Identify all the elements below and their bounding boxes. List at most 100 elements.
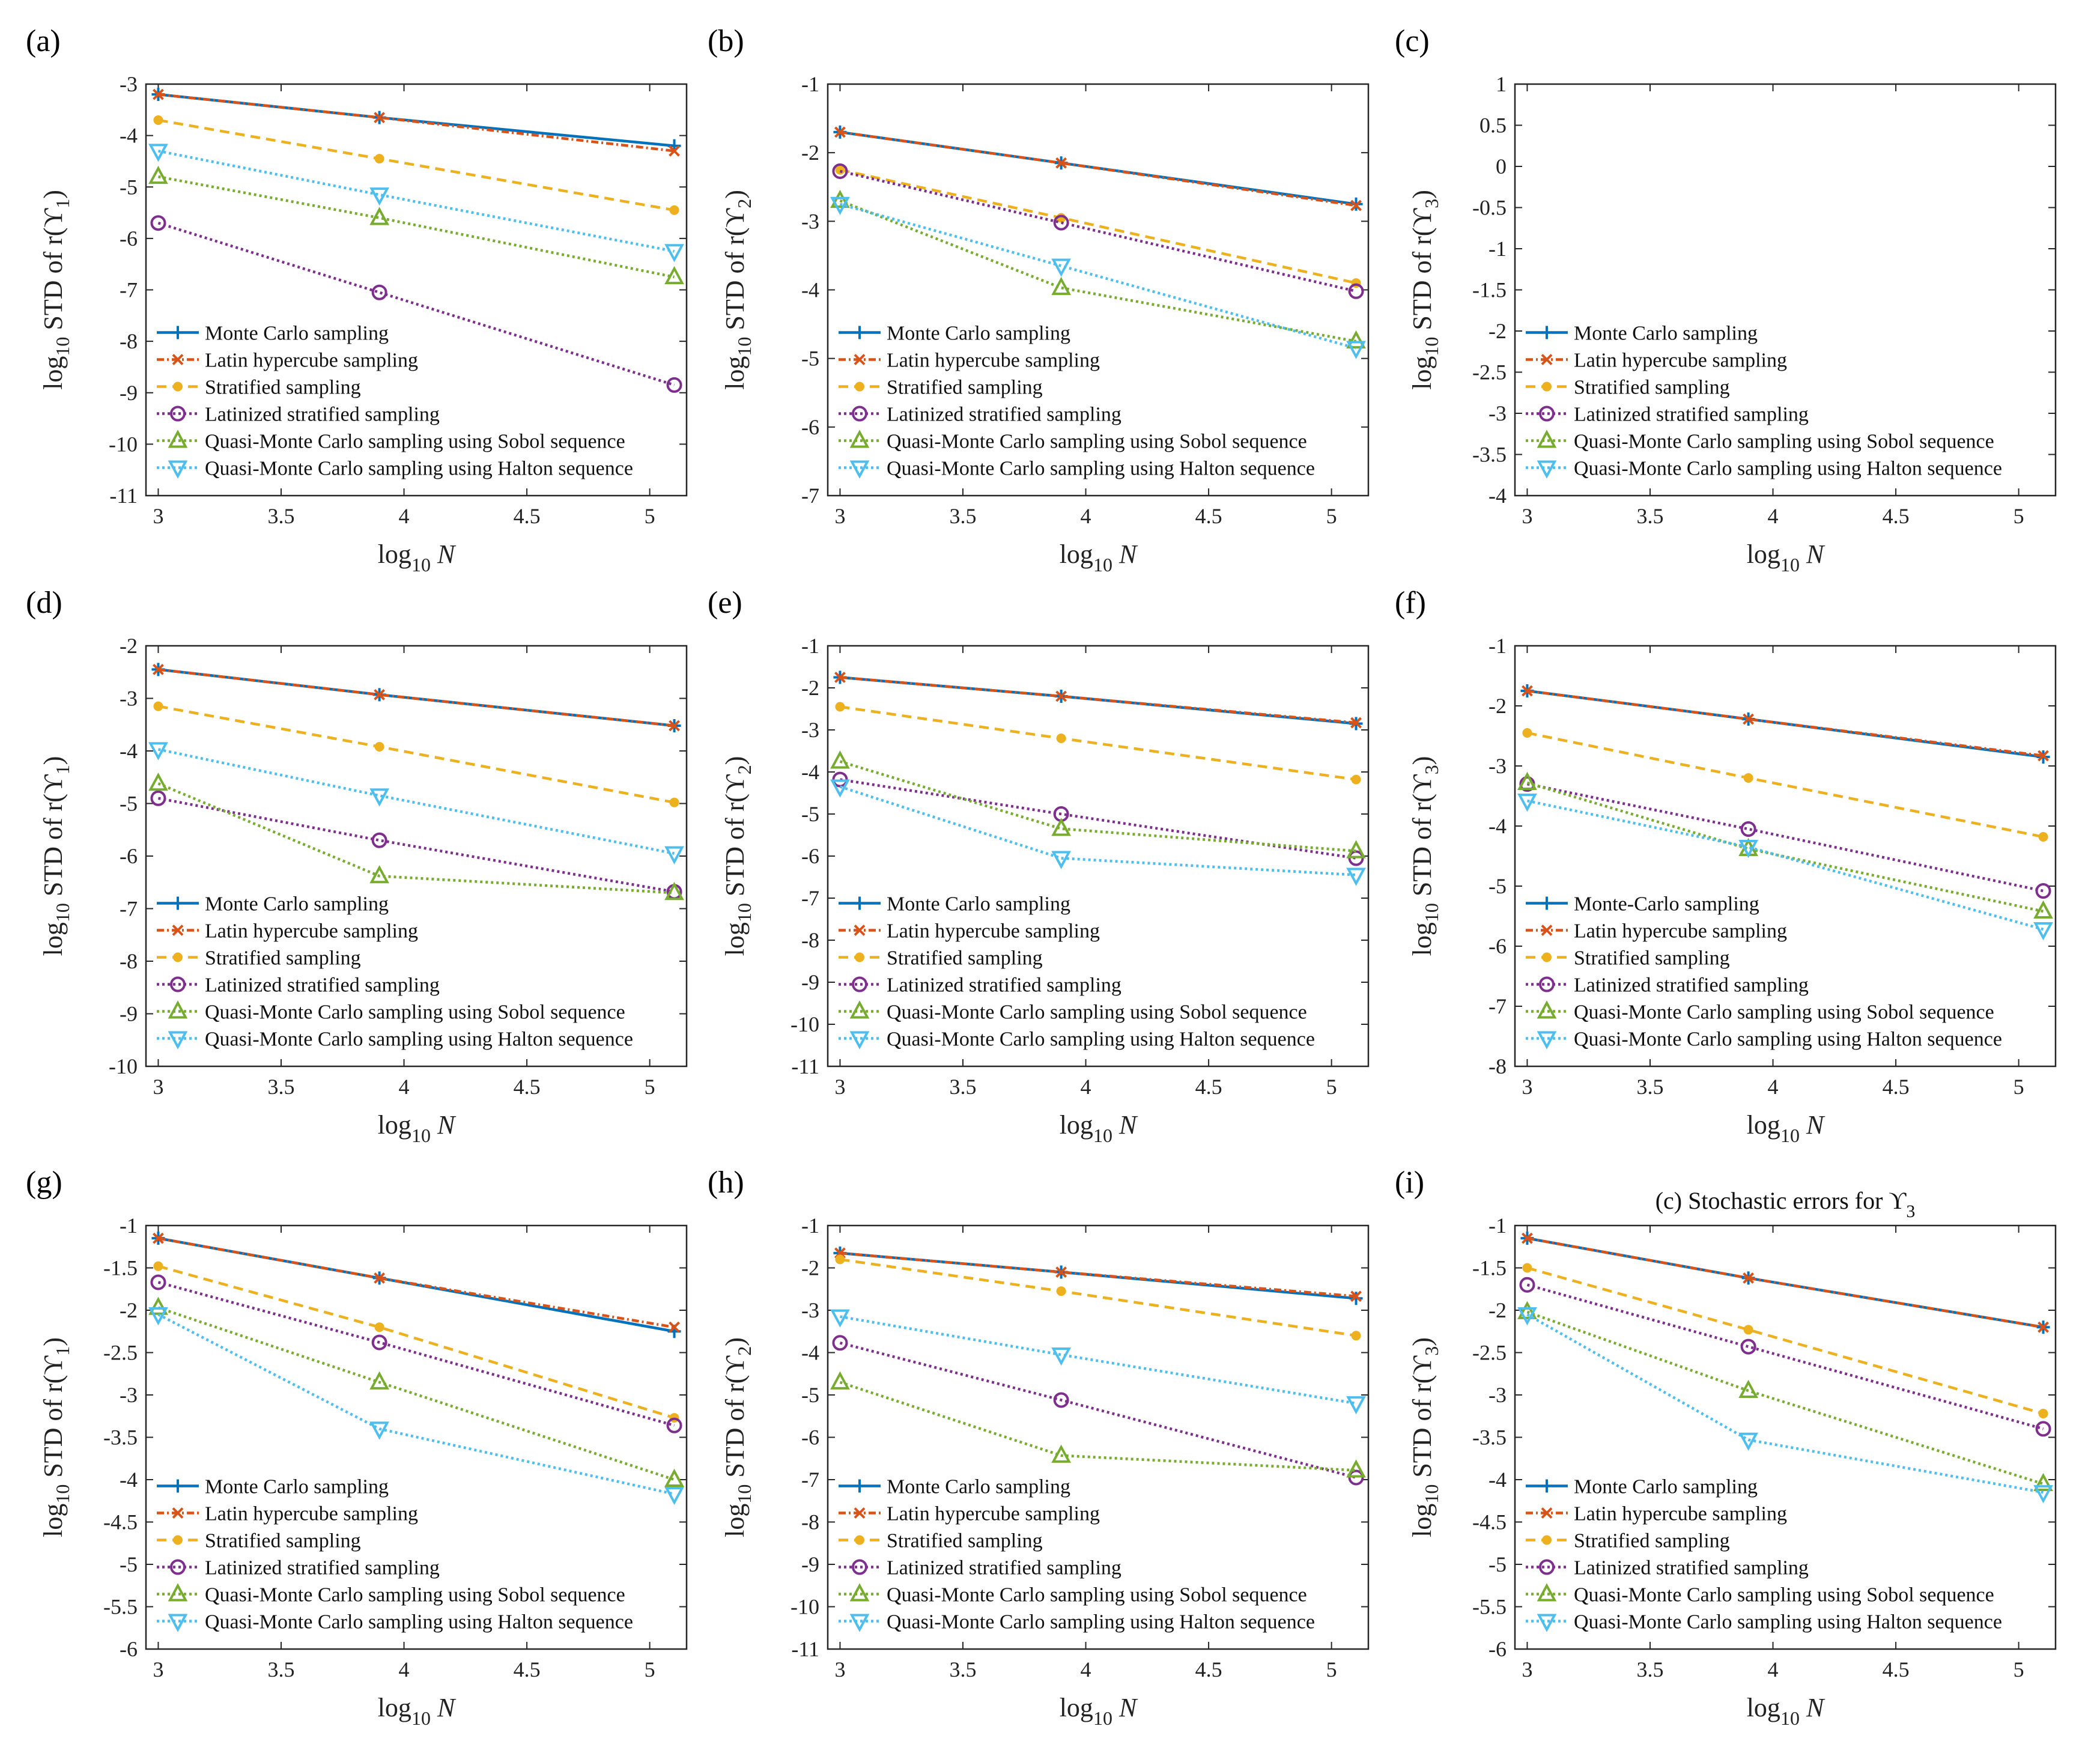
panel-e: (e) 3 3.5 4 4.5 5 -1 -2 -3 -4 -5 -6 -7 -8 -9 -10 -11 log1… (708, 586, 1370, 1146)
y-tick-label: -9 (801, 1552, 819, 1576)
legend-marker (172, 925, 184, 936)
y-tick-label: -6 (120, 844, 138, 868)
legend-label: Stratified sampling (1574, 377, 1730, 399)
series-hal (830, 1309, 1366, 1415)
panel-label: (a) (26, 24, 61, 58)
legend-marker (171, 896, 184, 910)
data-point (835, 702, 845, 712)
legend-label: Latinized stratified sampling (887, 404, 1121, 426)
data-point (1522, 1263, 1532, 1273)
x-axis-label: log10 N (1060, 1110, 1138, 1146)
data-point (1351, 1331, 1361, 1341)
y-tick-label: -1.5 (1472, 1256, 1507, 1280)
data-point (664, 1468, 684, 1487)
legend-label: Latinized stratified sampling (887, 1557, 1121, 1579)
data-point (148, 165, 168, 184)
y-tick-label: -1.5 (1472, 278, 1507, 302)
data-point (1346, 840, 1366, 858)
data-point (153, 701, 163, 711)
y-tick-label: -4 (1489, 484, 1507, 508)
x-axis-label: log10 N (1747, 1693, 1825, 1729)
y-tick-label: -9 (120, 1002, 138, 1026)
data-point (664, 244, 684, 263)
legend-label: Monte Carlo sampling (887, 893, 1070, 916)
y-tick-label: -8 (1489, 1054, 1507, 1078)
legend-label: Stratified sampling (887, 1530, 1043, 1552)
legend-marker (852, 406, 867, 422)
legend-label: Monte Carlo sampling (887, 323, 1070, 345)
x-tick-label: 4 (1081, 1075, 1091, 1099)
legend-marker (1537, 430, 1557, 448)
data-point (2038, 750, 2049, 762)
y-tick-label: -8 (120, 329, 138, 353)
y-tick-label: -5 (120, 1552, 138, 1576)
legend-marker (849, 1031, 870, 1050)
legend-marker (855, 381, 864, 392)
data-point (1346, 341, 1366, 359)
y-tick-label: -11 (791, 1637, 819, 1661)
y-axis-label: log10 STD of r(ϒ2) (720, 756, 755, 956)
series-ss (153, 115, 679, 215)
legend-marker (173, 381, 183, 392)
x-tick-label: 4.5 (514, 1075, 541, 1099)
panel-h: (h) 3 3.5 4 4.5 5 -1 -2 -3 -4 -5 -6 -7 -8 -9 -10 -11 log1… (708, 1165, 1370, 1729)
panel-label: (b) (708, 24, 744, 58)
panel-title: (c) Stochastic errors for ϒ3 (1655, 1187, 1916, 1221)
y-axis-label: log10 STD of r(ϒ1) (38, 1337, 73, 1537)
data-point (374, 742, 384, 752)
y-tick-label: 0.5 (1479, 114, 1507, 138)
x-tick-label: 3.5 (268, 1657, 295, 1682)
y-axis-label: log10 STD of r(ϒ3) (1407, 190, 1442, 390)
legend-label: Stratified sampling (205, 947, 361, 970)
legend-label: Quasi-Monte Carlo sampling using Halton … (1574, 1611, 2002, 1633)
x-tick-label: 5 (1326, 1657, 1337, 1682)
x-tick-label: 5 (2014, 1075, 2024, 1099)
y-tick-label: -4.5 (103, 1510, 138, 1534)
series-line (839, 202, 1357, 350)
legend-marker (1542, 952, 1552, 962)
series-hal (830, 196, 1366, 359)
series-lss (150, 215, 682, 393)
data-point (150, 215, 166, 231)
y-tick-label: -4 (801, 760, 819, 784)
data-point (153, 1261, 163, 1271)
legend-label: Latinized stratified sampling (205, 404, 440, 426)
data-point (1051, 276, 1071, 296)
y-tick-label: -2 (1489, 1298, 1507, 1322)
series-ss (1522, 1263, 2048, 1419)
series-line (157, 1281, 675, 1427)
y-tick-label: -2 (801, 1256, 819, 1280)
data-point (1740, 821, 1756, 837)
data-point (834, 126, 846, 138)
y-tick-label: 0 (1496, 154, 1507, 178)
y-tick-label: -2.5 (1472, 1341, 1507, 1365)
legend: Monte Carlo sampling Latin hypercube samp… (839, 1476, 1315, 1633)
y-tick-label: -3.5 (103, 1426, 138, 1450)
y-tick-label: -1 (1489, 237, 1507, 261)
x-tick-label: 3 (1522, 1657, 1532, 1682)
legend-marker (1542, 381, 1552, 392)
data-point (1522, 1232, 1533, 1244)
data-point (669, 1321, 680, 1333)
series-lss (150, 1274, 682, 1433)
data-point (830, 1309, 850, 1328)
y-tick-label: -8 (801, 928, 819, 952)
y-tick-label: -5.5 (103, 1595, 138, 1619)
legend: Monte Carlo sampling Latin hypercube samp… (157, 323, 633, 480)
y-tick-label: -3.5 (1472, 443, 1507, 467)
legend-marker (855, 1535, 864, 1545)
data-point (830, 1371, 850, 1390)
panel-label: (c) (1395, 24, 1430, 58)
y-tick-label: -3 (120, 687, 138, 711)
y-tick-label: -7 (801, 1468, 819, 1492)
legend-label: Stratified sampling (887, 947, 1043, 970)
y-tick-label: -7 (801, 886, 819, 910)
y-tick-label: -3 (1489, 401, 1507, 425)
y-tick-label: -10 (109, 1054, 138, 1078)
legend-marker (170, 1559, 186, 1575)
data-point (832, 163, 848, 179)
data-point (664, 1486, 684, 1505)
x-tick-label: 5 (1326, 1075, 1337, 1099)
legend: Monte Carlo sampling Latin hypercube samp… (1526, 1476, 2002, 1633)
data-point (830, 779, 850, 798)
